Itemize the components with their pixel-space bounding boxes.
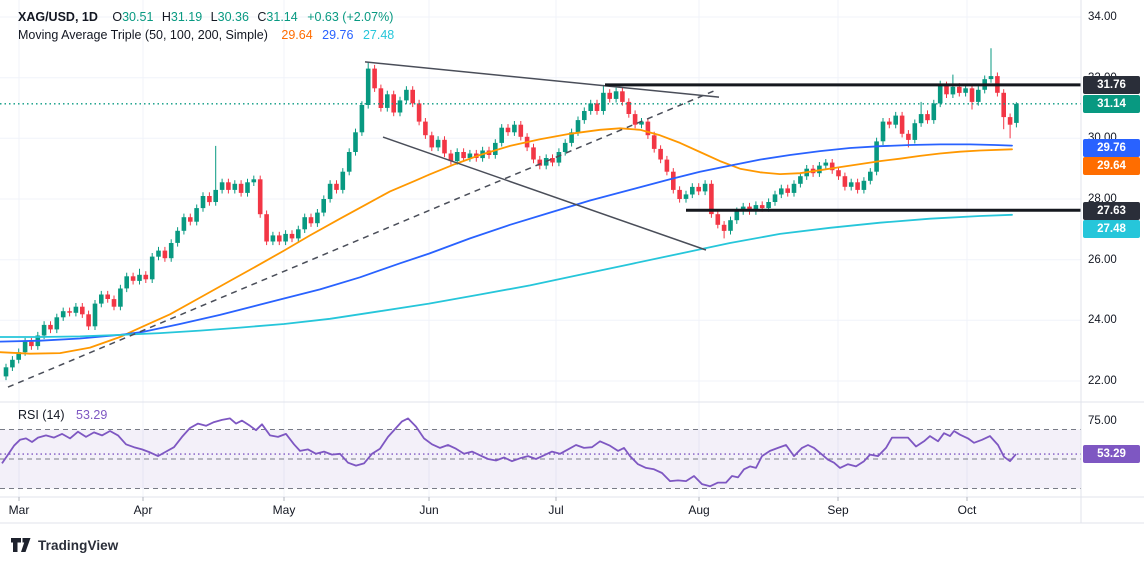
time-scale[interactable]: Mar Apr May Jun Jul Aug Sep Oct: [0, 497, 1081, 523]
price-badge-27.48: 27.48: [1083, 219, 1140, 238]
grid: [0, 0, 1081, 497]
price-badge-27.63: 27.63: [1083, 201, 1140, 220]
rsi-value: 53.29: [76, 408, 108, 422]
rsi-line: [1, 417, 1017, 488]
month-label-mar: Mar: [8, 503, 30, 517]
price-badge-53.29: 53.29: [1083, 445, 1140, 463]
month-label-oct: Oct: [957, 503, 977, 517]
high-value: 31.19: [170, 10, 203, 24]
trendline-dashed-1[interactable]: [7, 89, 717, 388]
sma-200-line: [0, 213, 1013, 338]
month-label-jul: Jul: [548, 503, 564, 517]
price-tick-22.00: 22.00: [1088, 375, 1117, 387]
price-badge-29.64: 29.64: [1083, 156, 1140, 175]
ma50-value: 29.64: [281, 28, 313, 42]
month-label-sep: Sep: [827, 503, 849, 517]
price-tick-34.00: 34.00: [1088, 11, 1117, 23]
rsi-title[interactable]: RSI (14): [18, 408, 65, 422]
month-label-may: May: [272, 503, 296, 517]
price-tick-75.00: 75.00: [1088, 415, 1117, 427]
close-value: 31.14: [266, 10, 298, 24]
candlesticks: [3, 48, 1019, 381]
price-tick-24.00: 24.00: [1088, 314, 1117, 326]
month-label-aug: Aug: [688, 503, 710, 517]
trendline-solid-3[interactable]: [382, 136, 707, 251]
symbol-legend: XAG/USD, 1D O30.51 H31.19 L30.36 C31.14 …: [18, 8, 394, 44]
month-label-apr: Apr: [133, 503, 153, 517]
price-badge-31.14: 31.14: [1083, 95, 1140, 113]
price-scale[interactable]: 34.0032.0030.0028.0026.0024.0022.0075.00…: [1082, 0, 1144, 523]
price-tick-26.00: 26.00: [1088, 254, 1117, 266]
change-value: +0.63 (+2.07%): [307, 10, 394, 24]
ma200-value: 27.48: [362, 28, 395, 42]
month-label-jun: Jun: [419, 503, 439, 517]
high-label: H: [161, 10, 171, 24]
ma-indicator-title[interactable]: Moving Average Triple (50, 100, 200, Sim…: [18, 28, 268, 42]
sma-100-line: [0, 143, 1013, 343]
ma-indicator-row: Moving Average Triple (50, 100, 200, Sim…: [18, 26, 394, 44]
tradingview-logo-text: TradingView: [38, 537, 119, 553]
rsi-bands: [0, 429, 1081, 489]
price-badge-31.76: 31.76: [1083, 76, 1140, 94]
symbol-row: XAG/USD, 1D O30.51 H31.19 L30.36 C31.14 …: [18, 8, 394, 26]
panel-separators: [0, 0, 1144, 524]
symbol-title[interactable]: XAG/USD, 1D: [18, 10, 98, 24]
price-badge-29.76: 29.76: [1083, 139, 1140, 157]
tradingview-logo[interactable]: TradingView: [11, 537, 118, 553]
low-value: 30.36: [217, 10, 249, 24]
rsi-legend: RSI (14) 53.29: [18, 408, 107, 422]
sma-50-line: [0, 127, 1013, 355]
tradingview-logo-icon: [11, 538, 31, 552]
trendline-solid-2[interactable]: [364, 61, 720, 98]
close-label: C: [257, 10, 267, 24]
low-label: L: [210, 10, 218, 24]
open-value: 30.51: [122, 10, 154, 24]
ma100-value: 29.76: [322, 28, 354, 42]
open-label: O: [112, 10, 123, 24]
